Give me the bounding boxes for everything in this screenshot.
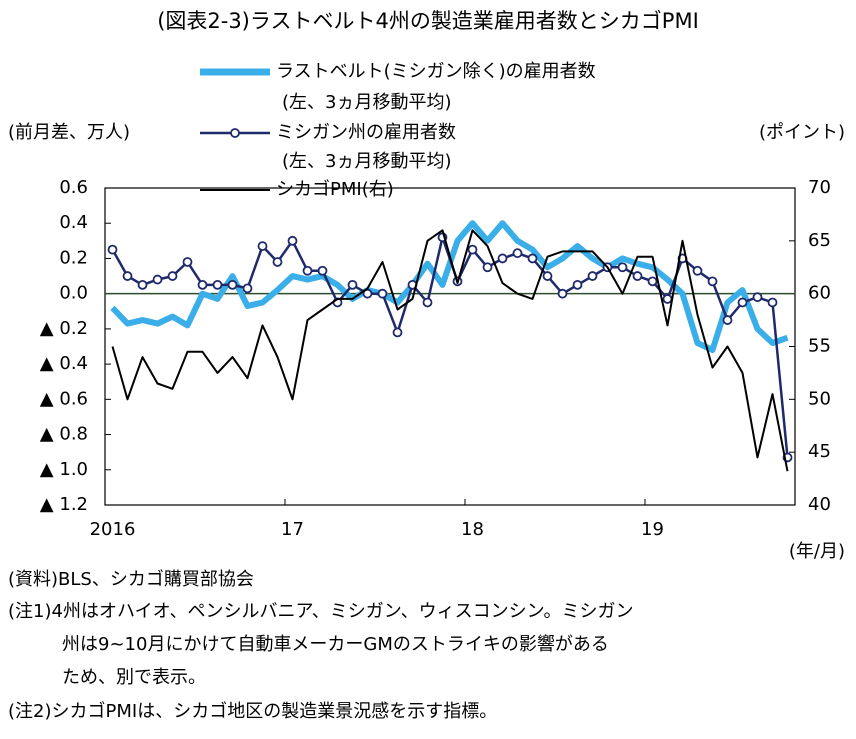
series-marker <box>467 244 478 255</box>
series-marker <box>107 244 118 255</box>
y-tick-label: ▲ 0.8 <box>40 424 88 445</box>
y-tick-label: ▲ 0.4 <box>40 353 88 374</box>
series-marker <box>707 276 718 287</box>
series-marker <box>167 271 178 281</box>
series-marker <box>482 262 493 273</box>
series-marker <box>647 276 658 287</box>
series-line <box>111 229 789 472</box>
y2-tick-label: 55 <box>808 336 831 357</box>
y-tick-label: ▲ 0.6 <box>40 388 88 409</box>
series-marker <box>137 279 148 290</box>
legend-label: ミシガン州の雇用者数 <box>276 122 456 143</box>
series-marker <box>242 283 253 294</box>
y-tick-label: ▲ 1.0 <box>40 459 88 480</box>
y2-tick-label: 60 <box>808 283 831 304</box>
note: ため、別で表示。 <box>62 667 206 688</box>
y-tick-label: 0.0 <box>59 283 88 304</box>
y2-tick-label: 70 <box>808 177 831 198</box>
x-tick-label: 2016 <box>90 519 136 540</box>
x-tick-label: 19 <box>641 519 664 540</box>
y-tick-label: ▲ 0.2 <box>40 318 88 339</box>
series-marker <box>392 327 403 338</box>
series-marker <box>422 297 433 308</box>
y2-tick-label: 65 <box>808 230 831 251</box>
series-marker <box>527 253 538 264</box>
series-marker <box>722 315 733 325</box>
series-marker <box>512 248 523 259</box>
series-marker <box>302 265 313 276</box>
series-marker <box>122 271 133 281</box>
series-marker <box>362 288 373 299</box>
note: 州は9~10月にかけて自動車メーカーGMのストライキの影響がある <box>62 634 609 655</box>
y-tick-label: 0.2 <box>59 247 88 268</box>
note: (注2)シカゴPMIは、シカゴ地区の製造業景況感を示す指標。 <box>8 701 497 722</box>
series-marker <box>632 271 643 281</box>
series-marker <box>257 241 268 252</box>
y2-tick-label: 45 <box>808 441 831 462</box>
legend-marker <box>230 128 240 138</box>
note: (資料)BLS、シカゴ購買部協会 <box>8 569 254 590</box>
chart-title: (図表2-3)ラストベルト4州の製造業雇用者数とシカゴPMI <box>157 9 699 33</box>
series-marker <box>617 262 628 273</box>
series-marker <box>317 265 328 276</box>
series-marker <box>197 279 208 290</box>
series-marker <box>662 294 673 304</box>
x-axis-label: (年/月) <box>789 541 845 562</box>
series-marker <box>737 297 748 308</box>
series-marker <box>152 274 163 285</box>
series-marker <box>587 271 598 281</box>
x-tick-label: 17 <box>281 519 304 540</box>
y-tick-label: 0.4 <box>59 212 88 233</box>
y2-axis-label: (ポイント) <box>759 122 845 143</box>
y2-tick-label: 40 <box>808 494 831 515</box>
y-axis-label: (前月差、万人) <box>8 122 130 143</box>
legend-label: ラストベルト(ミシガン除く)の雇用者数 <box>276 61 596 82</box>
series-marker <box>182 257 193 267</box>
series-marker <box>497 253 508 264</box>
legend-note: (左、3ヵ月移動平均) <box>282 151 452 172</box>
y-tick-label: ▲ 1.2 <box>40 494 88 515</box>
series-marker <box>752 292 763 303</box>
note: (注1)4州はオハイオ、ペンシルバニア、ミシガン、ウィスコンシン。ミシガン <box>8 601 634 622</box>
y-tick-label: 0.6 <box>59 177 88 198</box>
series-marker <box>347 279 358 290</box>
series-marker <box>542 271 553 281</box>
series-marker <box>572 279 583 290</box>
x-tick-label: 18 <box>461 519 484 540</box>
series-marker <box>287 235 298 246</box>
series-marker <box>692 265 703 276</box>
legend-note: (左、3ヵ月移動平均) <box>282 92 452 113</box>
series-marker <box>767 297 778 308</box>
series-marker <box>212 279 223 290</box>
series-marker <box>557 288 568 299</box>
series-marker <box>272 257 283 267</box>
series-marker <box>377 288 388 299</box>
series-marker <box>227 279 238 290</box>
plot-frame <box>104 187 796 506</box>
y2-tick-label: 50 <box>808 388 831 409</box>
legend-label: シカゴPMI(右) <box>276 179 394 200</box>
